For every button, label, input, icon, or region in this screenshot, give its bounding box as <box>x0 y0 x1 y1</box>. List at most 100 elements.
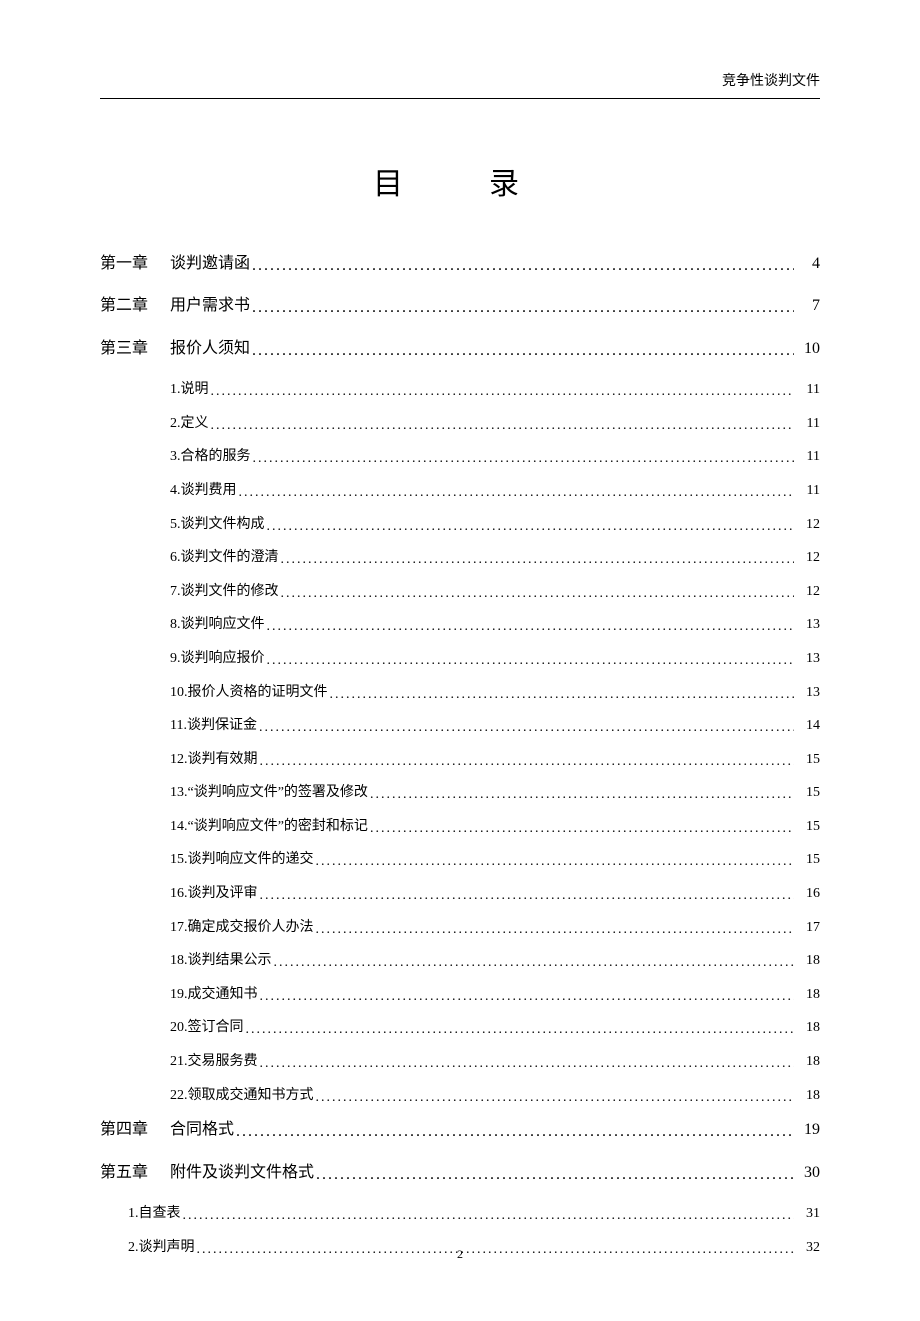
toc-subsection-row: 6.谈判文件的澄清 12 <box>100 548 820 568</box>
page-header: 竞争性谈判文件 <box>100 70 820 99</box>
toc-page-number: 15 <box>796 783 820 803</box>
toc-leader-dots <box>260 752 795 772</box>
subsection-title: 17.确定成交报价人办法 <box>170 918 314 938</box>
subsection-title: 14.“谈判响应文件”的密封和标记 <box>170 817 368 837</box>
toc-subsection-row: 14.“谈判响应文件”的密封和标记 15 <box>100 817 820 837</box>
toc-page-number: 12 <box>796 582 820 602</box>
toc-subsection-row: 19.成交通知书18 <box>100 985 820 1005</box>
subsection-title: 6.谈判文件的澄清 <box>170 548 279 568</box>
toc-subsection-row: 20.签订合同 18 <box>100 1018 820 1038</box>
toc-page-number: 7 <box>796 295 820 317</box>
page-footer: 2 <box>0 1247 920 1262</box>
toc-page-number: 31 <box>796 1204 820 1224</box>
toc-page-number: 18 <box>796 951 820 971</box>
toc-leader-dots <box>246 1020 795 1040</box>
subsection-title: 3.合格的服务 <box>170 447 251 467</box>
toc-leader-dots <box>267 651 795 671</box>
toc-subsection-row: 11.谈判保证金14 <box>100 716 820 736</box>
toc-subsection-row: 4.谈判费用 11 <box>100 481 820 501</box>
toc-page-number: 18 <box>796 1086 820 1106</box>
toc-leader-dots <box>236 1121 794 1143</box>
subsection-title: 1.自查表 <box>128 1204 181 1224</box>
toc-subsection-row: 10.报价人资格的证明文件 13 <box>100 683 820 703</box>
toc-leader-dots <box>316 852 795 872</box>
toc-page-number: 11 <box>796 414 820 434</box>
toc-title: 目 录 <box>100 159 820 203</box>
toc-page-number: 11 <box>796 481 820 501</box>
toc-leader-dots <box>183 1206 795 1226</box>
toc-leader-dots <box>211 416 795 436</box>
subsection-title: 20.签订合同 <box>170 1018 244 1038</box>
toc-leader-dots <box>274 953 795 973</box>
toc-leader-dots <box>330 685 795 705</box>
subsection-title: 15.谈判响应文件的递交 <box>170 850 314 870</box>
toc-page-number: 19 <box>796 1119 820 1141</box>
toc-subsection-row: 15.谈判响应文件的递交 15 <box>100 850 820 870</box>
toc-page-number: 18 <box>796 985 820 1005</box>
subsection-title: 22.领取成交通知书方式 <box>170 1086 314 1106</box>
toc-page-number: 15 <box>796 850 820 870</box>
subsection-title: 5.谈判文件构成 <box>170 515 265 535</box>
toc-page-number: 13 <box>796 615 820 635</box>
toc-subsection-row: 7.谈判文件的修改 12 <box>100 582 820 602</box>
toc-page-number: 11 <box>796 447 820 467</box>
toc-page-number: 13 <box>796 649 820 669</box>
toc-leader-dots <box>267 517 795 537</box>
toc-page-number: 15 <box>796 750 820 770</box>
toc-subsection-row: 22.领取成交通知书方式 18 <box>100 1086 820 1106</box>
toc-leader-dots <box>370 819 794 839</box>
toc-chapter-row: 第一章 谈判邀请函 4 <box>100 253 820 275</box>
toc-leader-dots <box>252 255 794 277</box>
toc-leader-dots <box>281 550 795 570</box>
toc-leader-dots <box>252 297 794 319</box>
toc-page-number: 12 <box>796 515 820 535</box>
chapter-title: 报价人须知 <box>170 338 250 360</box>
chapter-label: 第二章 <box>100 295 170 317</box>
toc-leader-dots <box>260 987 795 1007</box>
table-of-contents: 第一章 谈判邀请函 4 第二章 用户需求书 7 第三章 报价人须知 10 1.说… <box>100 253 820 1257</box>
toc-page-number: 13 <box>796 683 820 703</box>
subsection-title: 10.报价人资格的证明文件 <box>170 683 328 703</box>
subsection-title: 12.谈判有效期 <box>170 750 258 770</box>
toc-leader-dots <box>239 483 795 503</box>
ch3-subsection-list: 1.说明112.定义113.合格的服务114.谈判费用115.谈判文件构成126… <box>100 380 820 1105</box>
toc-page-number: 18 <box>796 1018 820 1038</box>
chapter-label: 第三章 <box>100 338 170 360</box>
toc-leader-dots <box>252 340 794 362</box>
toc-leader-dots <box>316 1088 795 1108</box>
toc-subsection-row: 16.谈判及评审 16 <box>100 884 820 904</box>
toc-leader-dots <box>316 920 795 940</box>
subsection-title: 2.定义 <box>170 414 209 434</box>
subsection-title: 16.谈判及评审 <box>170 884 258 904</box>
toc-chapter-row: 第四章 合同格式 19 <box>100 1119 820 1141</box>
toc-page-number: 16 <box>796 884 820 904</box>
toc-page-number: 4 <box>796 253 820 275</box>
subsection-title: 7.谈判文件的修改 <box>170 582 279 602</box>
toc-subsection-row: 2.定义 11 <box>100 414 820 434</box>
toc-page-number: 12 <box>796 548 820 568</box>
toc-subsection-row: 12.谈判有效期 15 <box>100 750 820 770</box>
toc-page-number: 17 <box>796 918 820 938</box>
toc-page-number: 30 <box>796 1162 820 1184</box>
toc-leader-dots <box>267 617 795 637</box>
toc-subsection-row: 9.谈判响应报价 13 <box>100 649 820 669</box>
toc-subsection-row: 8.谈判响应文件 13 <box>100 615 820 635</box>
document-page: 竞争性谈判文件 目 录 第一章 谈判邀请函 4 第二章 用户需求书 7 第三章 … <box>0 0 920 1321</box>
subsection-title: 4.谈判费用 <box>170 481 237 501</box>
toc-leader-dots <box>259 718 794 738</box>
toc-chapter-row: 第五章 附件及谈判文件格式 30 <box>100 1162 820 1184</box>
subsection-title: 21.交易服务费 <box>170 1052 258 1072</box>
toc-page-number: 15 <box>796 817 820 837</box>
toc-page-number: 11 <box>796 380 820 400</box>
toc-subsection-row: 17.确定成交报价人办法 17 <box>100 918 820 938</box>
toc-subsection-row: 5.谈判文件构成 12 <box>100 515 820 535</box>
toc-subsection-row: 3.合格的服务 11 <box>100 447 820 467</box>
chapter-title: 合同格式 <box>170 1119 234 1141</box>
subsection-title: 9.谈判响应报价 <box>170 649 265 669</box>
subsection-title: 1.说明 <box>170 380 209 400</box>
header-text: 竞争性谈判文件 <box>722 74 820 89</box>
toc-subsection-row: 13.“谈判响应文件”的签署及修改15 <box>100 783 820 803</box>
subsection-title: 8.谈判响应文件 <box>170 615 265 635</box>
toc-subsection-row: 21.交易服务费18 <box>100 1052 820 1072</box>
toc-chapter-row: 第二章 用户需求书 7 <box>100 295 820 317</box>
